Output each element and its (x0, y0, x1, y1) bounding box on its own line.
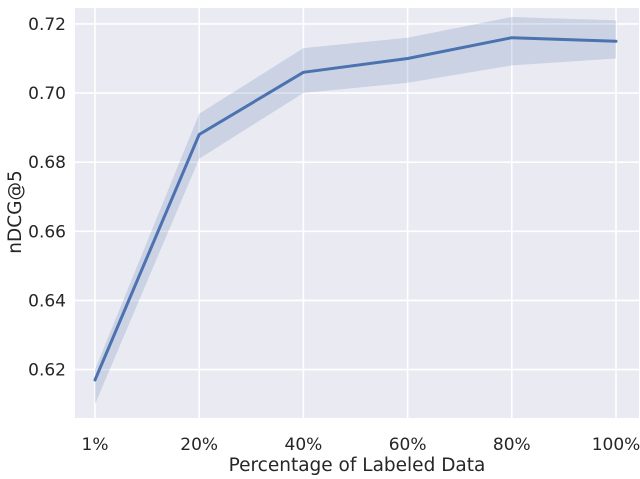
plot-background (75, 8, 639, 418)
x-tick-label: 20% (180, 435, 218, 455)
ndcg-line (93, 36, 618, 382)
gridlines (75, 8, 639, 418)
y-tick-label: 0.66 (28, 222, 66, 242)
y-tick-label: 0.72 (28, 15, 66, 35)
x-tick-label: 100% (592, 435, 640, 455)
y-tick-label: 0.62 (28, 361, 66, 381)
y-axis-label: nDCG@5 (5, 170, 26, 254)
plot-area-rect (75, 8, 639, 418)
x-tick-label: 1% (82, 435, 109, 455)
x-tick-labels: 1% 20% 40% 60% 80% 100% (82, 435, 640, 455)
y-tick-labels: 0.62 0.64 0.66 0.68 0.70 0.72 (28, 15, 66, 381)
confidence-band (95, 17, 616, 405)
confidence-band-path (95, 17, 616, 405)
y-tick-label: 0.64 (28, 291, 66, 311)
x-tick-label: 60% (389, 435, 427, 455)
y-tick-label: 0.68 (28, 153, 66, 173)
ndcg-line-path (93, 36, 618, 382)
x-axis-label: Percentage of Labeled Data (229, 455, 486, 476)
y-tick-label: 0.70 (28, 84, 66, 104)
x-tick-label: 80% (493, 435, 531, 455)
x-tick-label: 40% (285, 435, 323, 455)
